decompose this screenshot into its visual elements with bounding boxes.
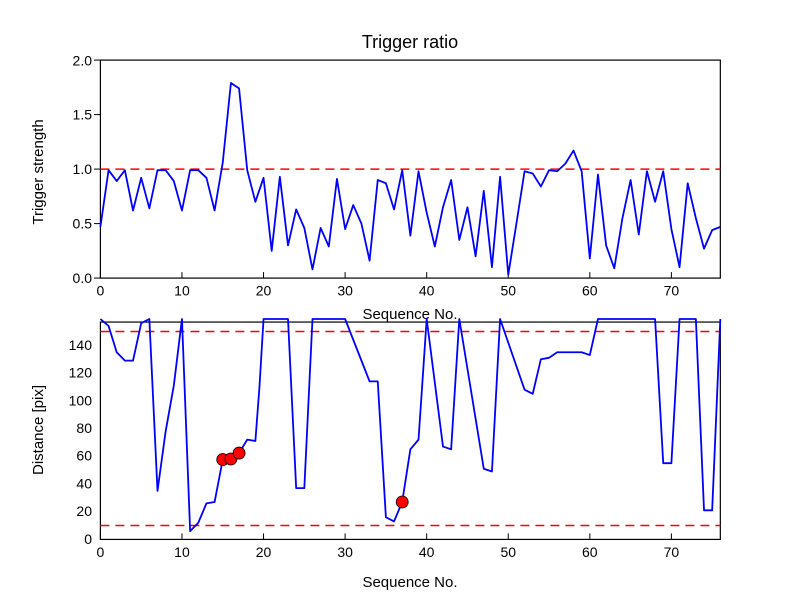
svg-text:50: 50 [500, 283, 516, 299]
svg-text:50: 50 [500, 544, 516, 560]
svg-text:20: 20 [256, 283, 272, 299]
svg-text:60: 60 [76, 448, 92, 464]
svg-text:40: 40 [76, 475, 92, 491]
svg-text:1.5: 1.5 [73, 107, 93, 123]
svg-text:Sequence No.: Sequence No. [362, 574, 457, 591]
svg-text:1.0: 1.0 [73, 161, 93, 177]
svg-text:0.0: 0.0 [73, 270, 93, 286]
svg-text:20: 20 [256, 544, 272, 560]
svg-text:30: 30 [337, 544, 353, 560]
svg-text:60: 60 [582, 283, 598, 299]
svg-text:40: 40 [419, 544, 435, 560]
svg-text:Distance [pix]: Distance [pix] [30, 385, 47, 475]
svg-text:40: 40 [419, 283, 435, 299]
svg-text:10: 10 [174, 283, 190, 299]
svg-text:0: 0 [97, 283, 105, 299]
svg-text:70: 70 [664, 283, 680, 299]
svg-text:10: 10 [174, 544, 190, 560]
svg-text:80: 80 [76, 420, 92, 436]
svg-text:Trigger ratio: Trigger ratio [362, 32, 458, 52]
svg-text:60: 60 [582, 544, 598, 560]
svg-text:Trigger strength: Trigger strength [30, 119, 47, 224]
svg-text:140: 140 [69, 337, 93, 353]
svg-text:120: 120 [69, 365, 93, 381]
svg-text:2.0: 2.0 [73, 53, 93, 69]
svg-text:Sequence No.: Sequence No. [362, 306, 457, 323]
svg-text:0.5: 0.5 [73, 216, 93, 232]
svg-text:20: 20 [76, 503, 92, 519]
svg-text:100: 100 [69, 392, 93, 408]
svg-text:0: 0 [84, 531, 92, 547]
svg-text:70: 70 [664, 544, 680, 560]
svg-text:30: 30 [337, 283, 353, 299]
svg-text:0: 0 [97, 544, 105, 560]
